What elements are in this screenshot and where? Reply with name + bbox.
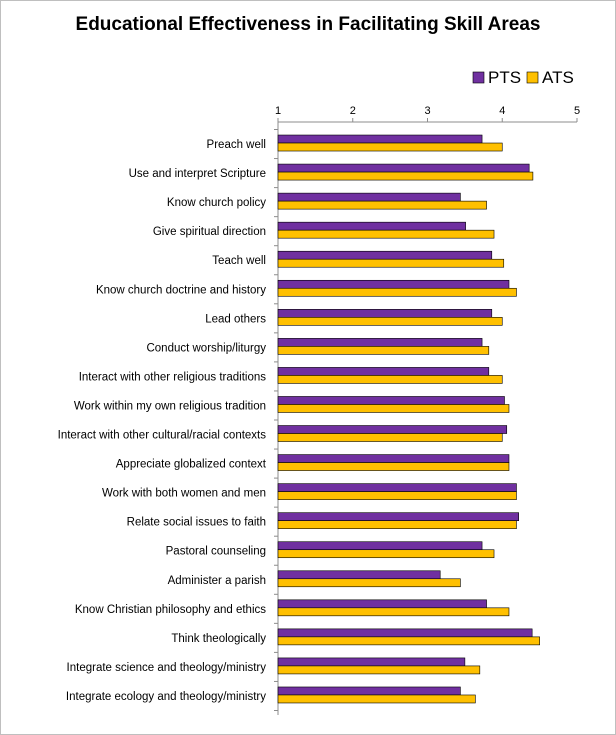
legend-swatch-pts: [472, 71, 485, 84]
legend: PTS ATS: [472, 68, 574, 87]
bar-ats: [277, 433, 503, 442]
bar-pts: [277, 396, 505, 405]
bar-ats: [277, 229, 495, 239]
bar-ats: [277, 491, 517, 500]
bar-pts: [277, 192, 461, 202]
bar-ats: [277, 346, 490, 355]
category-label: Use and interpret Scripture: [129, 168, 266, 180]
category-label: Give spiritual direction: [153, 226, 266, 238]
bar-pts: [277, 309, 493, 318]
bar-ats: [277, 142, 503, 152]
category-label: Know church doctrine and history: [96, 284, 266, 296]
chart-title: Educational Effectiveness in Facilitatin…: [76, 14, 541, 35]
bar-pts: [277, 599, 487, 609]
x-tick-label: 5: [574, 105, 580, 117]
category-label: Work with both women and men: [102, 488, 266, 500]
bar-ats: [277, 404, 510, 413]
bar-ats: [277, 520, 517, 529]
bar-ats: [277, 578, 461, 588]
legend-label-pts: PTS: [488, 68, 521, 87]
category-label: Relate social issues to faith: [127, 517, 266, 529]
bar-ats: [277, 665, 481, 675]
category-label: Preach well: [207, 139, 266, 151]
bar-ats: [277, 200, 487, 210]
category-label: Interact with other religious traditions: [79, 371, 267, 383]
bar-pts: [277, 163, 530, 173]
plot-area: 1 2 3 4 5 Preach well Use and interpret Script…: [58, 105, 580, 715]
category-label: Conduct worship/liturgy: [146, 342, 266, 354]
legend-swatch-ats: [526, 71, 539, 84]
category-label: Integrate ecology and theology/ministry: [66, 691, 266, 703]
bar-pts: [277, 279, 510, 289]
bar-pts: [277, 221, 466, 231]
category-label: Appreciate globalized context: [116, 459, 267, 471]
category-label: Interact with other cultural/racial cont…: [58, 430, 267, 442]
category-label: Know Christian philosophy and ethics: [75, 604, 266, 616]
category-label: Teach well: [212, 255, 266, 267]
bar-ats: [277, 462, 510, 471]
bar-pts: [277, 657, 466, 667]
bar-ats: [277, 287, 517, 297]
bar-pts: [277, 541, 483, 551]
bar-pts: [277, 628, 533, 638]
legend-label-ats: ATS: [542, 68, 574, 87]
bar-ats: [277, 607, 510, 617]
x-tick-label: 2: [350, 105, 356, 117]
bar-pts: [277, 134, 483, 144]
category-label: Integrate science and theology/ministry: [67, 662, 267, 674]
bar-ats: [277, 171, 534, 181]
category-label: Administer a parish: [168, 575, 266, 587]
bar-pts: [277, 338, 483, 347]
bar-ats: [277, 317, 503, 326]
x-tick-label: 4: [499, 105, 505, 117]
bar-ats: [277, 258, 505, 268]
category-label: Know church policy: [167, 197, 266, 209]
bar-ats: [277, 694, 476, 704]
bar-pts: [277, 686, 461, 696]
category-label: Pastoral counseling: [166, 546, 266, 558]
x-tick-label: 3: [424, 105, 430, 117]
bar-pts: [277, 512, 519, 521]
bar-ats: [277, 636, 540, 646]
bar-pts: [277, 483, 517, 492]
bar-pts: [277, 425, 508, 434]
bar-ats: [277, 375, 503, 384]
x-tick-label: 1: [275, 105, 281, 117]
category-label: Lead others: [205, 313, 266, 325]
bar-pts: [277, 454, 510, 463]
bar-pts: [277, 367, 490, 376]
bar-pts: [277, 250, 493, 260]
category-label: Work within my own religious tradition: [74, 400, 266, 412]
category-label: Think theologically: [171, 633, 266, 645]
bar-pts: [277, 570, 441, 580]
bar-ats: [277, 549, 495, 559]
